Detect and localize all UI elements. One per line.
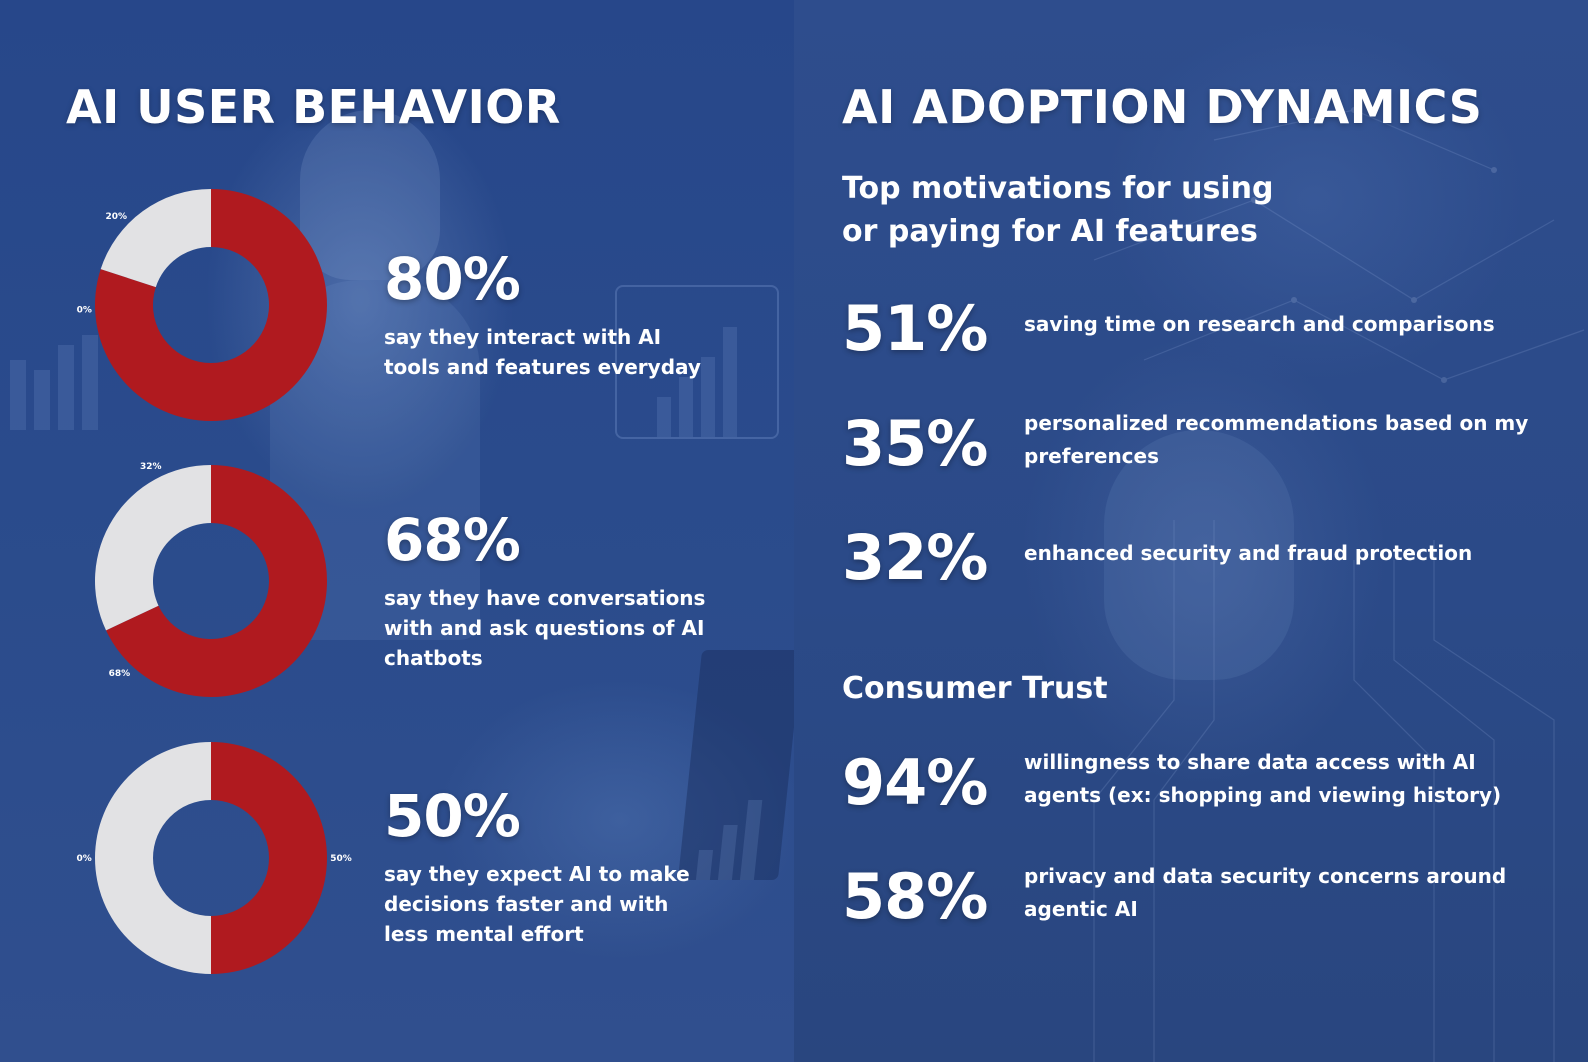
consumer-trust-heading: Consumer Trust xyxy=(842,671,1108,706)
motivation-text: saving time on research and comparisons xyxy=(1024,312,1495,336)
donut-slice-main xyxy=(95,189,327,421)
motivation-row-2: 35% personalized recommendations based o… xyxy=(842,407,1562,493)
donut-slice-label: 50% xyxy=(76,854,92,864)
right-section-title: AI ADOPTION DYNAMICS xyxy=(842,80,1483,134)
donut-slice-label: 32% xyxy=(140,462,162,472)
trust-text: privacy and data security concerns aroun… xyxy=(1024,864,1507,921)
stat-value: 50% xyxy=(384,782,521,850)
motivation-value: 51% xyxy=(842,292,988,365)
left-panel: AI USER BEHAVIOR 80% 20% 80% say they int… xyxy=(0,0,794,1062)
donut-chart-2: 68% 32% xyxy=(76,431,376,731)
donut-slice-label: 80% xyxy=(76,306,92,316)
trust-row-2: 58% privacy and data security concerns a… xyxy=(842,860,1562,946)
motivation-text: personalized recommendations based on my… xyxy=(1024,411,1529,468)
trust-text: willingness to share data access with AI… xyxy=(1024,750,1502,807)
donut-slice-label: 50% xyxy=(330,854,352,864)
donut-chart-1-svg: 80% 20% xyxy=(76,189,327,421)
stat-block-2: 68% say they have conversations with and… xyxy=(384,511,744,673)
right-panel: AI ADOPTION DYNAMICS Top motivations for… xyxy=(794,0,1588,1062)
motivations-heading: Top motivations for using or paying for … xyxy=(842,171,1274,249)
motivation-row-1: 51% saving time on research and comparis… xyxy=(842,298,1562,378)
donut-slice-remainder xyxy=(95,465,211,631)
donut-chart-3-svg: 50% 50% xyxy=(76,742,352,974)
stat-caption: say they have conversations with and ask… xyxy=(384,586,706,670)
trust-row-1: 94% willingness to share data access wit… xyxy=(842,746,1562,832)
donut-chart-2-svg: 68% 32% xyxy=(95,462,328,697)
motivation-value: 32% xyxy=(842,521,988,594)
donut-slice-main xyxy=(106,465,328,697)
stat-caption: say they expect AI to make decisions fas… xyxy=(384,862,690,946)
trust-value: 58% xyxy=(842,860,988,933)
stat-value: 68% xyxy=(384,506,521,574)
motivation-text: enhanced security and fraud protection xyxy=(1024,541,1473,565)
stat-block-1: 80% say they interact with AI tools and … xyxy=(384,250,744,382)
donut-slice-label: 68% xyxy=(109,669,131,679)
donut-chart-3: 50% 50% xyxy=(76,708,376,1008)
motivation-value: 35% xyxy=(842,407,988,480)
donut-slice-remainder xyxy=(95,742,211,974)
left-section-title: AI USER BEHAVIOR xyxy=(66,80,561,134)
trust-value: 94% xyxy=(842,746,988,819)
stat-block-3: 50% say they expect AI to make decisions… xyxy=(384,787,744,949)
donut-chart-1: 80% 20% xyxy=(76,155,376,455)
motivation-row-3: 32% enhanced security and fraud protecti… xyxy=(842,527,1562,607)
donut-slice-label: 20% xyxy=(105,212,127,222)
stat-caption: say they interact with AI tools and feat… xyxy=(384,325,701,379)
donut-slice-main xyxy=(211,742,327,974)
donut-slice-remainder xyxy=(100,189,211,288)
stat-value: 80% xyxy=(384,245,521,313)
